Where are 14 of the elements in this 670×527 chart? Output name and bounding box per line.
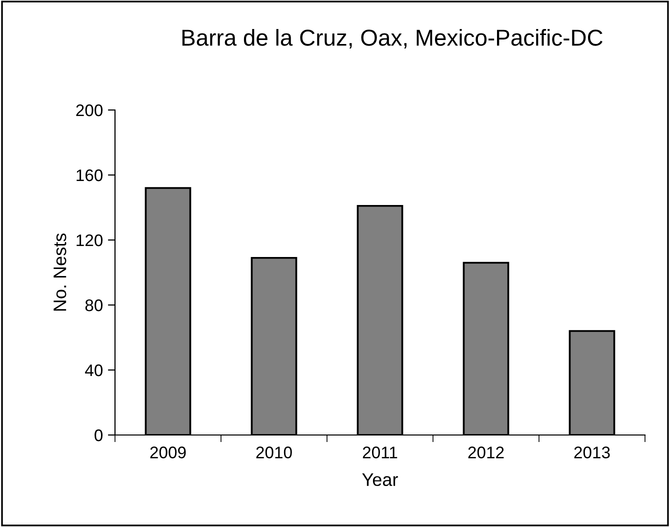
y-tick-label: 80	[85, 299, 103, 312]
chart-title: Barra de la Cruz, Oax, Mexico-Pacific-DC	[182, 28, 602, 49]
y-tick-label: 120	[76, 234, 103, 246]
y-tick-label: 0	[94, 429, 103, 442]
x-tick-label: 2013	[574, 446, 610, 458]
x-tick-label: 2012	[468, 446, 504, 458]
x-tick-label: 2010	[256, 446, 292, 458]
y-tick-label: 200	[76, 104, 103, 116]
x-axis-title: Year	[362, 473, 398, 486]
y-tick-label: 40	[85, 364, 103, 376]
y-tick-label: 160	[76, 169, 103, 182]
x-tick-label: 2009	[150, 446, 186, 458]
x-tick-label: 2011	[362, 446, 398, 458]
y-axis-title: No. Nests	[54, 234, 66, 311]
